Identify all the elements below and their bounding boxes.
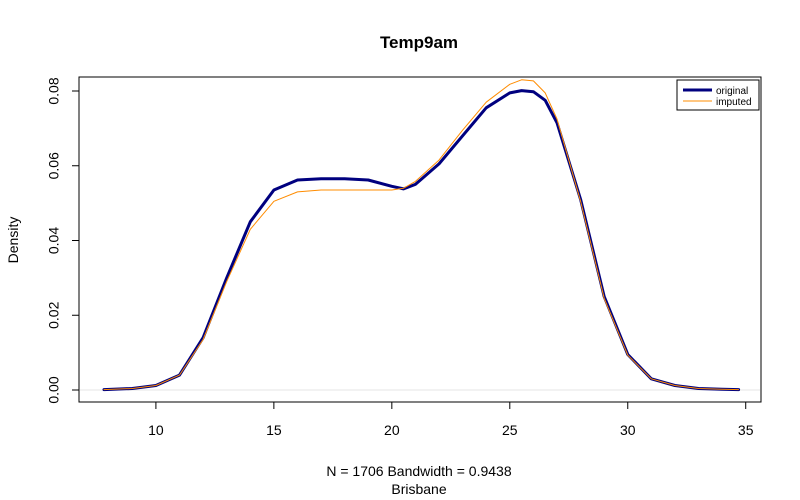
x-axis-label-line1: N = 1706 Bandwidth = 0.9438 (326, 463, 511, 479)
x-axis: 10 15 20 25 30 35 (148, 401, 754, 438)
legend-label-original: original (716, 86, 748, 97)
chart-title: Temp9am (380, 33, 458, 52)
x-tick-label: 20 (384, 422, 400, 438)
y-tick-label: 0.00 (46, 376, 62, 403)
x-tick-label: 10 (148, 422, 164, 438)
y-tick-label: 0.04 (46, 227, 62, 254)
y-axis-label: Density (5, 217, 21, 264)
series-line-imputed (103, 79, 740, 391)
y-tick-label: 0.06 (46, 152, 62, 179)
series-group (80, 79, 760, 392)
x-tick-label: 15 (266, 422, 282, 438)
x-tick-label: 30 (620, 422, 636, 438)
legend-box (676, 79, 760, 111)
x-axis-label-line2: Brisbane (391, 481, 446, 497)
x-tick-label: 25 (502, 422, 518, 438)
x-tick-label: 35 (738, 422, 754, 438)
y-axis: 0.00 0.02 0.04 0.06 0.08 (46, 77, 80, 404)
legend: original imputed (676, 79, 760, 111)
plot-box (78, 76, 762, 403)
legend-label-imputed: imputed (716, 97, 752, 108)
y-tick-label: 0.08 (46, 77, 62, 104)
y-tick-label: 0.02 (46, 301, 62, 328)
